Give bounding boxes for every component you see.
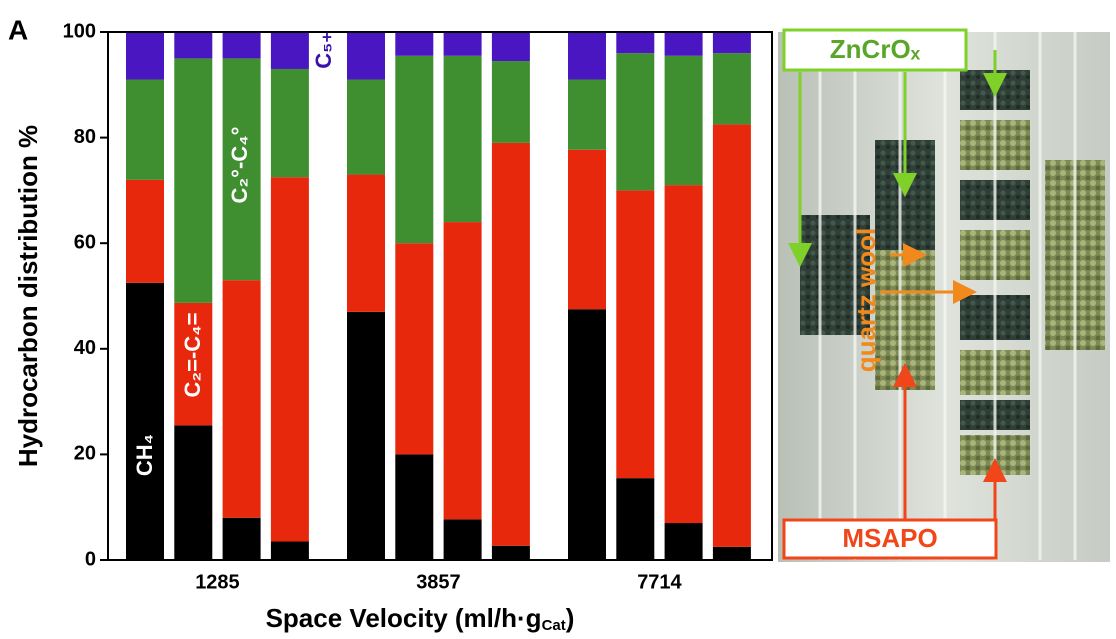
- bar-segment: [126, 32, 164, 80]
- bar-segment: [713, 53, 751, 124]
- bar-segment: [271, 32, 309, 69]
- bar-segment: [271, 177, 309, 541]
- annotation: MSAPO: [842, 523, 937, 553]
- bar-segment: [395, 32, 433, 56]
- y-axis-title: Hydrocarbon distribution %: [13, 125, 43, 467]
- bar-segment: [347, 80, 385, 175]
- bar-segment: [271, 542, 309, 560]
- y-tick-label: 40: [74, 337, 96, 359]
- bar-segment: [347, 32, 385, 80]
- bar-segment: [713, 32, 751, 53]
- annotation: ZnCrOₓ: [830, 34, 921, 64]
- bar-segment: [713, 124, 751, 546]
- y-tick-label: 100: [63, 20, 96, 42]
- bar-segment: [126, 283, 164, 560]
- bar-segment: [568, 150, 606, 309]
- bar-segment: [492, 61, 530, 143]
- bar-segment: [568, 32, 606, 80]
- series-label: C₅₊: [311, 31, 336, 69]
- series-label: CH₄: [132, 434, 157, 476]
- y-tick-label: 80: [74, 126, 96, 148]
- bar-segment: [665, 523, 703, 560]
- bar-segment: [616, 478, 654, 560]
- bar-segment: [223, 280, 261, 518]
- chart: A Hydrocarbon distribution % Space Velocit…: [8, 14, 772, 634]
- x-tick-label: 1285: [195, 571, 240, 593]
- bar-segment: [223, 32, 261, 58]
- bar-segment: [174, 425, 212, 560]
- bar-segment: [395, 56, 433, 243]
- bar-segment: [713, 547, 751, 560]
- bar-segment: [665, 185, 703, 523]
- panel-label: A: [8, 14, 28, 45]
- photo: ZnCrOₓ quartz wool MSAPO: [778, 30, 1110, 562]
- y-tick-label: 0: [85, 548, 96, 570]
- bar-segment: [126, 80, 164, 180]
- bar-segment: [665, 56, 703, 185]
- x-axis-title-part: Space Velocity (ml/h·g: [266, 603, 542, 633]
- bar-segment: [347, 312, 385, 560]
- bar-segment: [616, 32, 654, 53]
- bar-segment: [568, 80, 606, 150]
- x-axis-title-part: ): [566, 603, 575, 633]
- bar-segment: [444, 519, 482, 560]
- bar-segment: [444, 222, 482, 519]
- bar-segment: [492, 32, 530, 61]
- series-label: C₂°-C₄°: [227, 127, 252, 204]
- series-label: C₂=-C₄=: [180, 312, 205, 397]
- bar-segment: [492, 143, 530, 546]
- bar-segment: [223, 518, 261, 560]
- y-tick-label: 20: [74, 443, 96, 465]
- y-tick-label: 60: [74, 231, 96, 253]
- bar-segment: [174, 32, 212, 58]
- annotation: quartz wool: [851, 228, 881, 372]
- bar-segment: [616, 190, 654, 478]
- bar-segment: [665, 32, 703, 56]
- x-axis-title-part: Cat: [542, 617, 566, 634]
- x-tick-label: 3857: [416, 571, 461, 593]
- bar-segment: [444, 56, 482, 222]
- bar-segment: [492, 546, 530, 560]
- bar-segment: [347, 175, 385, 312]
- bar-segment: [395, 243, 433, 454]
- bar-segment: [271, 69, 309, 177]
- bar-segment: [126, 180, 164, 283]
- figure: A Hydrocarbon distribution % Space Velocit…: [0, 0, 1116, 639]
- catalyst-bed: [875, 250, 935, 390]
- bar-segment: [174, 58, 212, 302]
- bar-segment: [395, 454, 433, 560]
- bar-segment: [444, 32, 482, 56]
- bar-segment: [568, 309, 606, 560]
- x-tick-label: 7714: [637, 571, 682, 593]
- bar-segment: [616, 53, 654, 190]
- x-axis-title: Space Velocity (ml/h·gCat): [266, 603, 575, 634]
